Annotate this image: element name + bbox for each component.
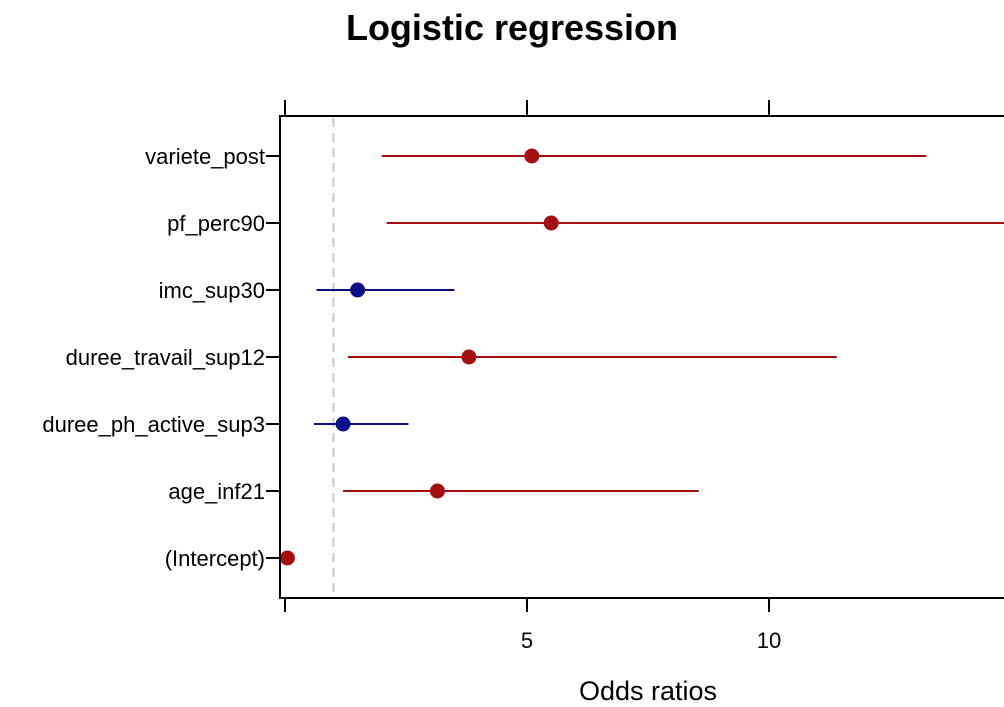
y-tick-label: duree_ph_active_sup3 (42, 412, 265, 437)
top-axis (284, 100, 770, 116)
estimate-point (350, 282, 366, 298)
chart-title: Logistic regression (346, 7, 678, 48)
x-axis: 5 10 (284, 598, 781, 653)
estimate-point (524, 148, 540, 164)
estimate-point (429, 483, 445, 499)
y-tick-label: age_inf21 (168, 479, 265, 504)
y-tick-label: duree_travail_sup12 (66, 345, 265, 370)
y-tick-label: variete_post (145, 144, 265, 169)
point-estimates (280, 148, 559, 566)
y-tick-label: pf_perc90 (167, 211, 265, 236)
x-axis-label: Odds ratios (579, 676, 717, 706)
estimate-point (280, 550, 295, 566)
estimate-point (461, 349, 477, 365)
estimate-point (543, 215, 559, 231)
y-tick-label: imc_sup30 (159, 278, 265, 303)
x-tick-label: 5 (521, 628, 533, 653)
confidence-intervals (285, 155, 1004, 559)
x-tick-label: 10 (757, 628, 781, 653)
y-axis-labels: variete_post pf_perc90 imc_sup30 duree_trav… (42, 144, 280, 571)
y-tick-label: (Intercept) (165, 546, 265, 571)
estimate-point (335, 416, 351, 432)
